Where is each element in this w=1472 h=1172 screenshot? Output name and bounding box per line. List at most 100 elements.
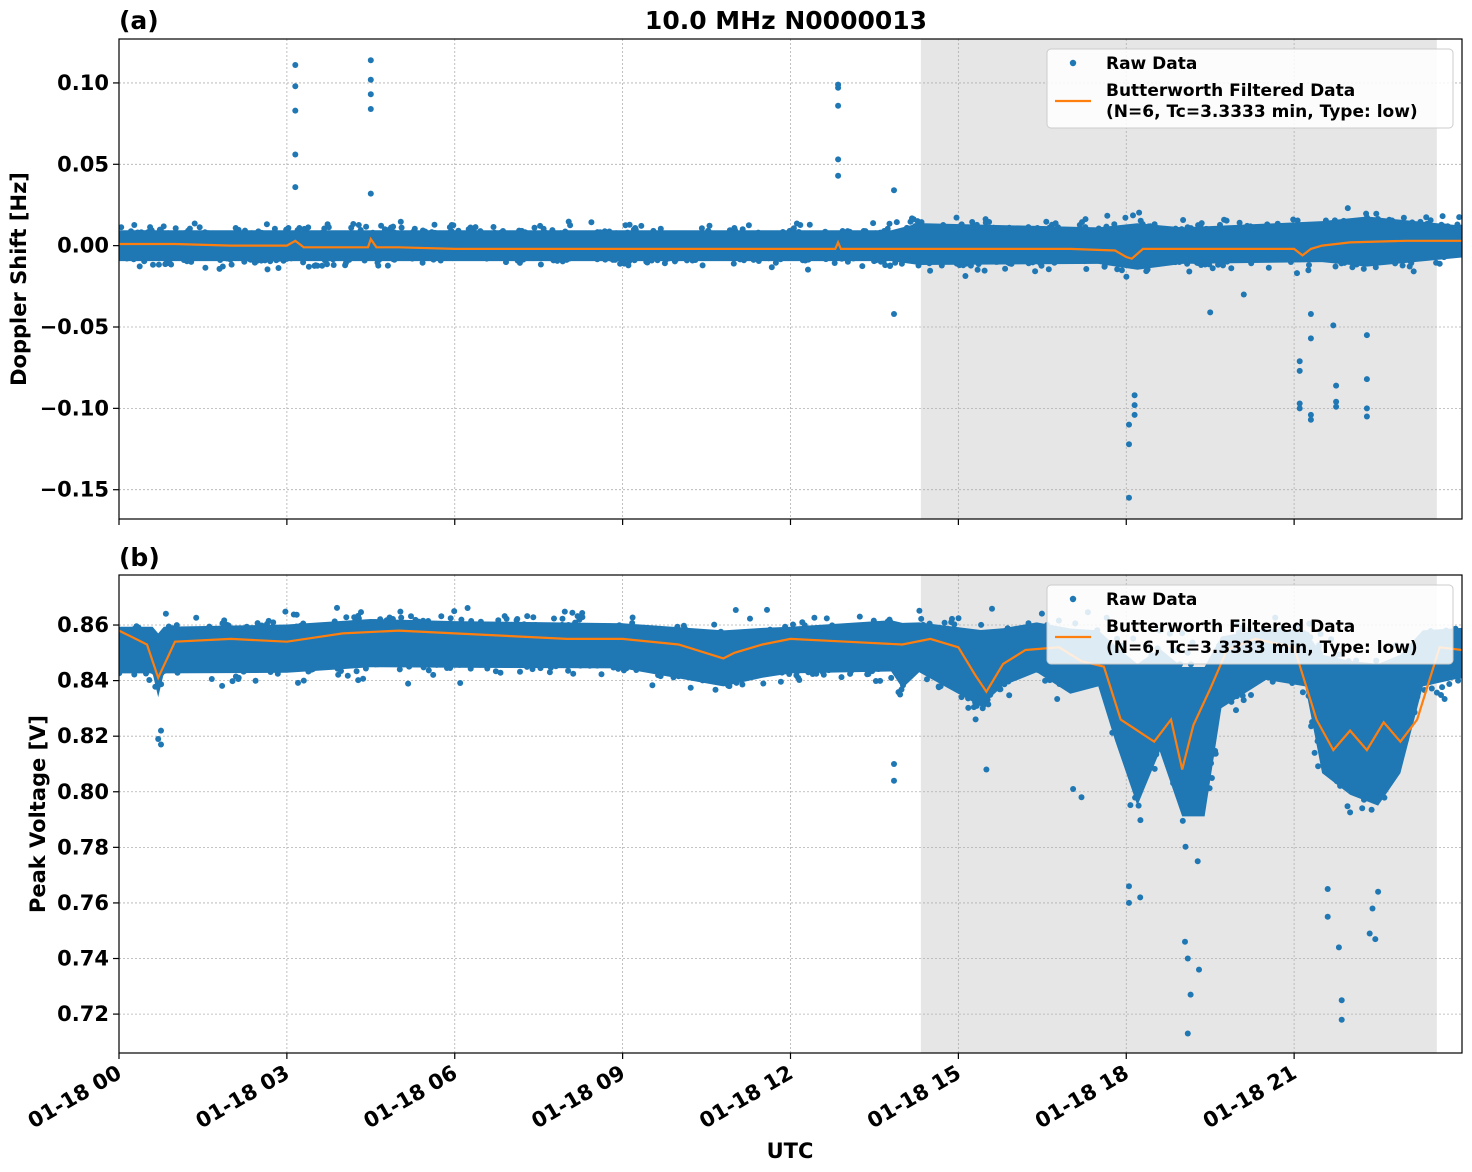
panel-a-legend-raw-label: Raw Data [1106,54,1197,74]
panel-a-legend-box [1046,48,1454,129]
panel-a-raw-outlier-3 [292,151,299,158]
panel-a-raw-point [490,224,497,230]
panel-a-raw-point [136,263,143,270]
panel-a-raw-point [698,225,705,232]
panel-b-raw-point [235,674,242,681]
panel-b-raw-point [221,617,228,624]
panel-b-raw-point [951,621,958,628]
panel-a-raw-outlier-20 [1131,392,1138,399]
panel-a-raw-point [263,221,270,228]
panel-a-raw-point [319,262,326,269]
panel-a-raw-point [1223,217,1230,224]
panel-a-raw-point [160,223,167,230]
panel-a-raw-outlier-25 [1296,358,1303,365]
panel-a-raw-point [1373,210,1380,217]
panel-b-raw-point [252,677,259,684]
panel-b-raw-point [343,614,350,621]
panel-a-raw-point [419,259,426,266]
panel-b-raw-point [790,621,796,628]
panel-a-raw-point [296,225,303,231]
panel-b-raw-point [408,613,414,620]
panel-b: (b) 0.720.740.760.780.800.820.840.86 01-… [24,543,1463,1133]
panel-b-raw-point [649,682,656,689]
panel-b-raw-point [1038,610,1045,617]
panel-a-ylabel: Doppler Shift [Hz] [7,172,31,386]
panel-b-raw-point [949,615,955,622]
panel-a-legend: Raw Data Butterworth Filtered Data (N=6,… [1046,48,1454,129]
panel-b-raw-point [492,668,499,675]
panel-b-raw-point [687,684,694,691]
panel-a-raw-outlier-23 [1207,309,1214,316]
panel-b-raw-point [872,678,879,684]
panel-a-raw-outlier-5 [367,57,374,64]
panel-a-raw-outlier-36 [1333,403,1340,410]
panel-b-raw-point [711,621,718,628]
panel-a-legend-filtered-label-2: (N=6, Tc=3.3333 min, Type: low) [1106,102,1418,122]
panel-a-raw-point [699,262,706,269]
panel-b-raw-point [897,691,904,698]
panel-a-raw-outlier-4 [292,184,299,191]
panel-a-raw-point [1436,260,1443,267]
panel-b-raw-point [353,668,360,675]
panel-b-raw-point [985,701,992,708]
panel-a-label: (a) [119,6,159,35]
panel-b-raw-point [398,614,405,621]
panel-a-raw-outlier-39 [1363,405,1370,412]
panel-a-raw-outlier-17 [1126,494,1132,501]
panel-a-raw-point [1427,217,1434,224]
panel-a-raw-outlier-22 [1131,411,1138,418]
panel-b-raw-point [1233,707,1239,714]
panel-a-raw-outlier-38 [1363,376,1370,383]
panel-a-raw-point [1180,217,1187,223]
panel-a-raw-point [1360,265,1367,272]
panel-b-raw-point [517,668,523,675]
panel-a-raw-point [1305,267,1312,274]
panel-a-ytick-label-4: 0.05 [57,152,109,176]
panel-a-raw-point [450,222,457,229]
panel-a-raw-point [567,222,574,229]
panel-a-raw-point [384,262,391,269]
panel-b-raw-point [219,682,226,689]
panel-b-raw-point [565,667,572,674]
panel-a-raw-point [314,262,321,269]
panel-a-raw-point [330,262,337,268]
panel-a-raw-point [472,224,479,231]
panel-a-raw-point [706,222,713,229]
panel-a-raw-point [324,261,330,268]
panel-a-raw-point [1130,212,1136,219]
panel-a-raw-outlier-30 [1307,335,1314,342]
panel-a-raw-point [1038,262,1045,269]
panel-a-raw-point [202,264,209,271]
panel-b-raw-point [464,605,471,611]
panel-b-raw-point [514,616,521,622]
panel-b-raw-point [293,611,300,618]
panel-a-raw-point [626,221,633,228]
panel-a-raw-point [768,264,775,271]
panel-a-raw-point [927,267,934,274]
panel-b-raw-point [146,677,153,683]
panel-b-raw-point [334,604,340,611]
panel-b-raw-point [796,677,803,683]
panel-a-raw-point [806,221,813,228]
panel-a-legend-filtered-label-1: Butterworth Filtered Data [1106,81,1355,101]
panel-b-raw-point [579,614,586,621]
panel-b-raw-point [282,608,289,615]
panel-b-raw-point [355,677,362,684]
panel-b-raw-point [978,621,985,628]
panel-b-raw-point [1179,817,1186,824]
panel-a-raw-point [1032,268,1039,275]
panel-a-raw-point [1083,266,1090,272]
panel-a-raw-point [831,260,838,266]
panel-a-raw-outlier-7 [367,91,374,98]
panel-a-raw-point [1456,214,1462,221]
panel-a-raw-point [119,224,125,231]
panel-b-raw-point [764,606,770,613]
panel-a-raw-outlier-29 [1307,311,1314,317]
panel-a-raw-point [1399,262,1406,269]
panel-b-raw-point [918,615,925,622]
panel-a-raw-outlier-16 [891,311,897,317]
panel-a-raw-point [986,219,993,225]
panel-a-raw-point [1344,205,1351,212]
panel-a-raw-point [1332,263,1339,270]
panel-a-raw-point [859,263,866,270]
